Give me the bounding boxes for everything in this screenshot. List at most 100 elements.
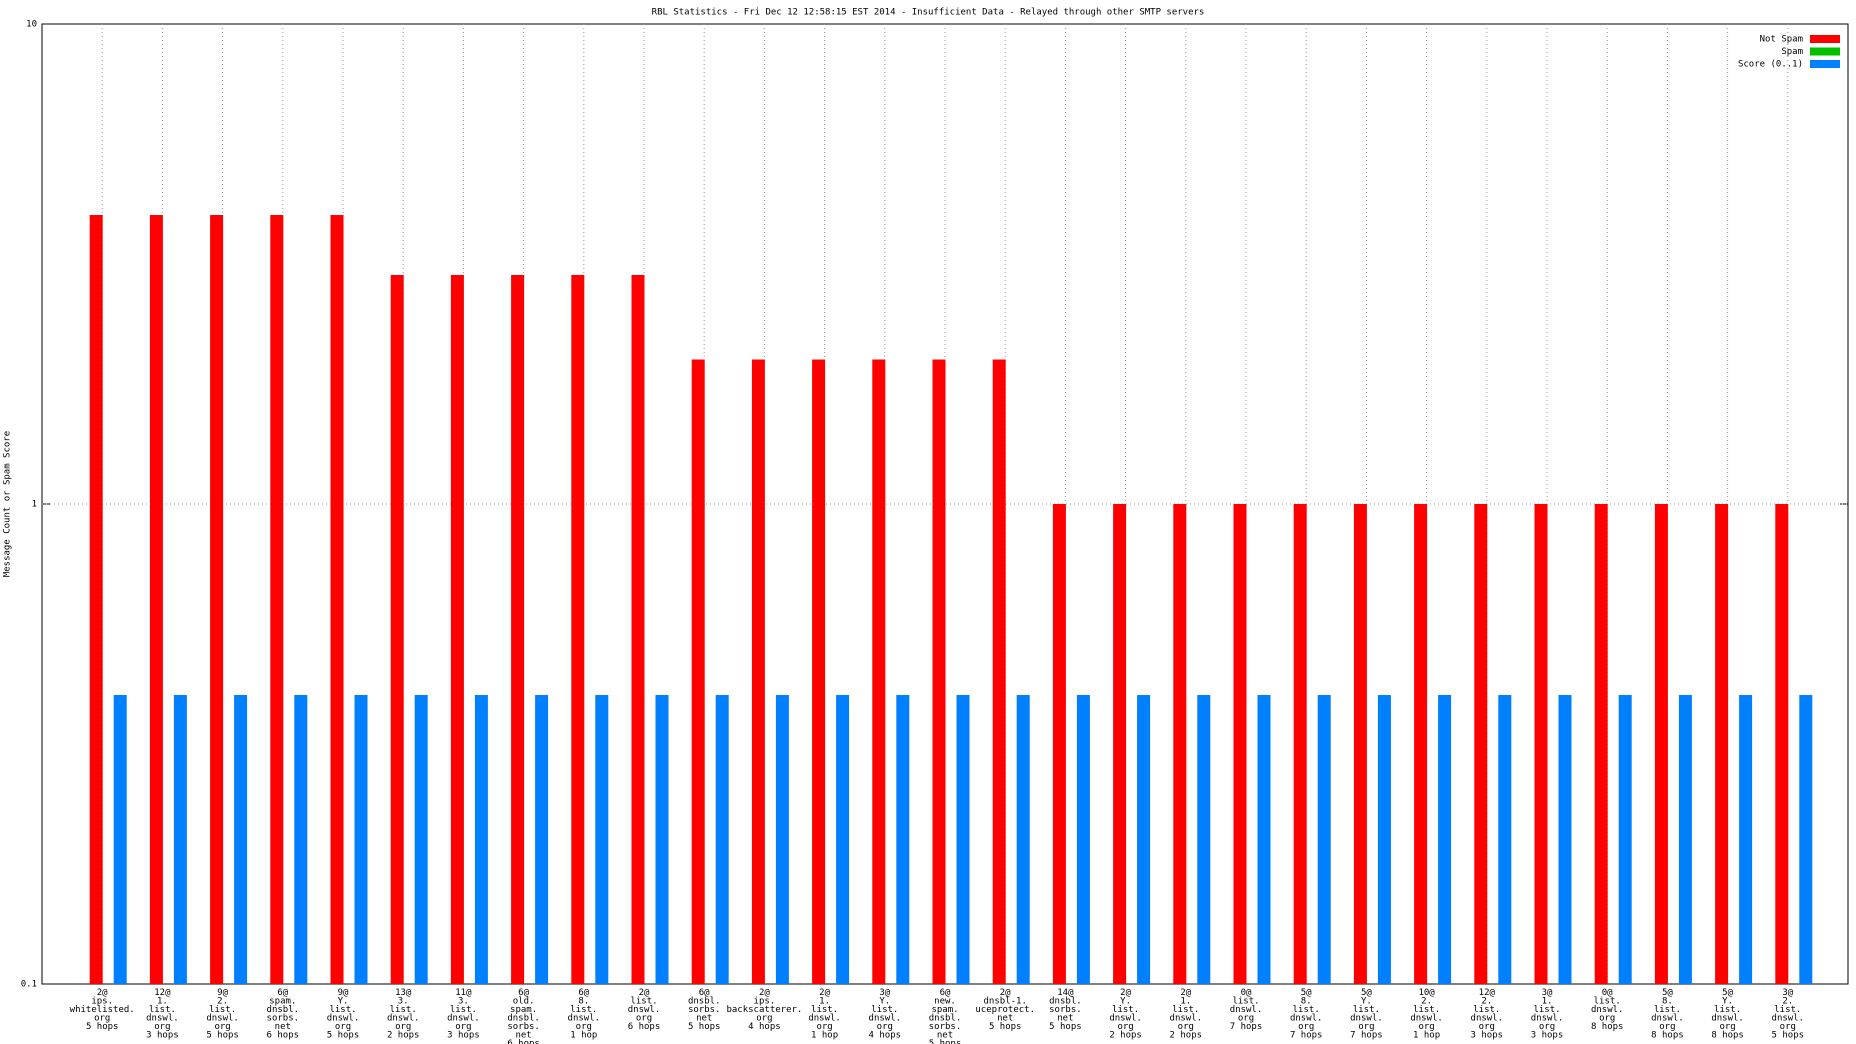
bar — [631, 274, 645, 984]
legend-swatch — [1810, 35, 1840, 43]
x-tick-label: 2@ ips. whitelisted. org 5 hops — [70, 988, 135, 1032]
legend-label: Spam — [1781, 47, 1803, 57]
bar — [1353, 504, 1367, 984]
x-tick-label: 0@ list. dnswl. org 7 hops — [1230, 988, 1263, 1032]
bar — [1558, 695, 1572, 984]
bar — [956, 695, 970, 984]
x-tick-label: 2@ ips. backscatterer. org 4 hops — [726, 988, 802, 1032]
bar — [294, 695, 308, 984]
bar — [595, 695, 609, 984]
x-tick-label: 5@ Y. list. dnswl. org 8 hops — [1711, 988, 1744, 1041]
bar — [992, 359, 1006, 984]
bar — [655, 695, 669, 984]
bar — [450, 274, 464, 984]
bar — [751, 359, 765, 984]
x-tick-label: 14@ dnsbl. sorbs. net 5 hops — [1049, 988, 1082, 1032]
x-tick-label: 3@ 2. list. dnswl. org 5 hops — [1772, 988, 1805, 1041]
bar — [812, 359, 826, 984]
bar — [1799, 695, 1813, 984]
bar — [691, 359, 705, 984]
y-tick-label: 0.1 — [21, 980, 37, 990]
x-tick-label: 12@ 2. list. dnswl. org 3 hops — [1471, 988, 1504, 1041]
bar — [1257, 695, 1271, 984]
bar — [1076, 695, 1090, 984]
bar — [1739, 695, 1753, 984]
x-tick-label: 10@ 2. list. dnswl. org 1 hop — [1410, 988, 1443, 1041]
bar — [1173, 504, 1187, 984]
x-tick-label: 2@ 1. list. dnswl. org 1 hop — [808, 988, 841, 1041]
x-tick-label: 5@ 8. list. dnswl. org 8 hops — [1651, 988, 1684, 1041]
x-tick-label: 9@ 2. list. dnswl. org 5 hops — [206, 988, 239, 1041]
legend-label: Not Spam — [1760, 35, 1803, 45]
x-tick-label: 13@ 3. list. dnswl. org 2 hops — [387, 988, 420, 1041]
bar — [234, 695, 248, 984]
x-tick-label: 6@ dnsbl. sorbs. net 5 hops — [688, 988, 721, 1032]
x-tick-label: 6@ 8. list. dnswl. org 1 hop — [568, 988, 601, 1041]
bar — [89, 215, 103, 984]
y-tick-label: 1 — [32, 500, 37, 510]
bar — [1113, 504, 1127, 984]
bar — [1498, 695, 1512, 984]
bar — [1678, 695, 1692, 984]
x-tick-label: 12@ 1. list. dnswl. org 3 hops — [146, 988, 179, 1041]
bar — [1715, 504, 1729, 984]
bar — [210, 215, 224, 984]
bar — [173, 695, 187, 984]
x-tick-label: 6@ old. spam. dnsbl. sorbs. net 6 hops — [507, 988, 540, 1044]
bar — [330, 215, 344, 984]
bar — [932, 359, 946, 984]
bar — [1293, 504, 1307, 984]
bar — [390, 274, 404, 984]
x-tick-label: 3@ Y. list. dnswl. org 4 hops — [869, 988, 902, 1041]
bar — [149, 215, 163, 984]
bar — [1233, 504, 1247, 984]
bar — [1414, 504, 1428, 984]
bar — [1654, 504, 1668, 984]
bar — [270, 215, 284, 984]
x-tick-label: 0@ list. dnswl. org 8 hops — [1591, 988, 1624, 1032]
x-tick-label: 2@ list. dnswl. org 6 hops — [628, 988, 661, 1032]
bar — [511, 274, 525, 984]
bar — [571, 274, 585, 984]
bar — [1775, 504, 1789, 984]
bar — [1016, 695, 1030, 984]
x-tick-label: 6@ new. spam. dnsbl. sorbs. net 5 hops — [929, 988, 962, 1044]
bar — [715, 695, 729, 984]
bar — [1137, 695, 1151, 984]
bar — [1317, 695, 1331, 984]
legend-swatch — [1810, 60, 1840, 68]
bar — [354, 695, 368, 984]
x-tick-label: 5@ 8. list. dnswl. org 7 hops — [1290, 988, 1323, 1041]
legend-label: Score (0..1) — [1738, 60, 1803, 70]
x-tick-label: 2@ dnsbl-1. uceprotect. net 5 hops — [975, 988, 1035, 1032]
bar — [775, 695, 789, 984]
bar — [896, 695, 910, 984]
bar — [1052, 504, 1066, 984]
chart-title: RBL Statistics - Fri Dec 12 12:58:15 EST… — [652, 8, 1205, 18]
y-axis-label: Message Count or Spam Score — [3, 431, 13, 577]
legend-swatch — [1810, 47, 1840, 56]
bar — [1197, 695, 1211, 984]
x-tick-label: 6@ spam. dnsbl. sorbs. net 6 hops — [267, 988, 300, 1041]
bar — [113, 695, 127, 984]
y-tick-label: 10 — [26, 20, 37, 30]
bar — [474, 695, 488, 984]
bar — [535, 695, 549, 984]
bar — [414, 695, 428, 984]
bar — [836, 695, 850, 984]
bar — [1474, 504, 1488, 984]
x-tick-label: 5@ Y. list. dnswl. org 7 hops — [1350, 988, 1383, 1041]
x-tick-label: 11@ 3. list. dnswl. org 3 hops — [447, 988, 480, 1041]
bar — [872, 359, 886, 984]
x-tick-label: 3@ 1. list. dnswl. org 3 hops — [1531, 988, 1564, 1041]
bar — [1534, 504, 1548, 984]
x-tick-label: 9@ Y. list. dnswl. org 5 hops — [327, 988, 360, 1041]
x-tick-label: 2@ 1. list. dnswl. org 2 hops — [1170, 988, 1203, 1041]
bar — [1618, 695, 1632, 984]
bar — [1594, 504, 1608, 984]
bar — [1438, 695, 1452, 984]
bar — [1377, 695, 1391, 984]
x-tick-label: 2@ Y. list. dnswl. org 2 hops — [1109, 988, 1142, 1041]
